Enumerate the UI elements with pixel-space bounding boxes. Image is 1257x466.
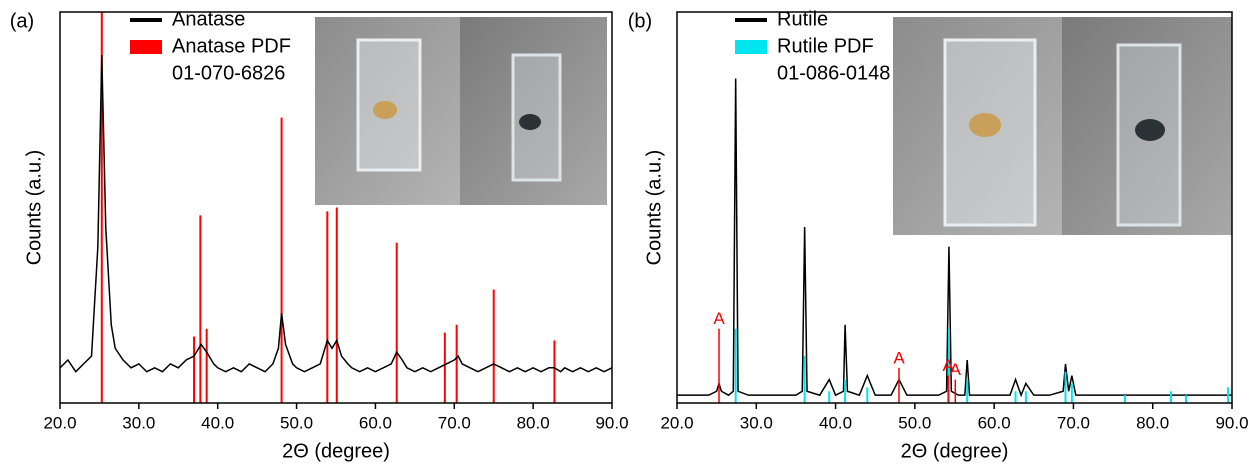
x-tick-label: 50.0 <box>898 413 931 432</box>
x-tick-label: 60.0 <box>359 413 392 432</box>
plot-frame <box>59 11 613 404</box>
x-tick-label: 20.0 <box>43 413 76 432</box>
x-tick-label: 60.0 <box>978 413 1011 432</box>
legend-label: Anatase <box>172 8 245 30</box>
annotation-label: A <box>942 356 954 375</box>
legend-label: Anatase PDF <box>172 35 291 57</box>
legend-note: 01-086-0148 <box>777 62 890 84</box>
legend-swatch <box>130 40 162 54</box>
inset-photos-a <box>315 17 607 205</box>
legend-note: 01-070-6826 <box>172 62 285 84</box>
x-tick-label: 30.0 <box>740 413 773 432</box>
x-tick-label: 90.0 <box>1215 413 1248 432</box>
y-axis-label: Counts (a.u.) <box>643 150 665 266</box>
x-tick-label: 30.0 <box>122 413 155 432</box>
x-tick-label: 70.0 <box>1057 413 1090 432</box>
x-tick-label: 40.0 <box>819 413 852 432</box>
panel: 20.0 30.0 40.0 50.0 60.0 70.0 80.0 90.0 2Θ (degr… <box>10 8 629 462</box>
x-tick-label: 20.0 <box>660 413 693 432</box>
x-axis-label: 2Θ (degree) <box>901 440 1009 462</box>
legend-label: Rutile PDF <box>777 35 874 57</box>
panel-label: (b) <box>628 10 652 32</box>
annotation-label: A <box>893 348 905 367</box>
legend-label: Rutile <box>777 8 828 30</box>
x-tick-label: 90.0 <box>595 413 628 432</box>
annotation-label: A <box>950 360 962 379</box>
x-tick-label: 80.0 <box>1136 413 1169 432</box>
x-tick-label: 80.0 <box>517 413 550 432</box>
legend-swatch <box>735 40 767 54</box>
data-line <box>59 54 613 373</box>
annotation-label: A <box>713 309 725 328</box>
x-tick-label: 50.0 <box>280 413 313 432</box>
panel-label: (a) <box>10 10 34 32</box>
y-axis-label: Counts (a.u.) <box>23 150 45 266</box>
x-tick-label: 70.0 <box>438 413 471 432</box>
x-axis-label: 2Θ (degree) <box>282 440 390 462</box>
inset-photos-b <box>893 17 1232 235</box>
data-line <box>677 78 1232 398</box>
x-tick-label: 40.0 <box>201 413 234 432</box>
plot-frame <box>676 11 1233 404</box>
